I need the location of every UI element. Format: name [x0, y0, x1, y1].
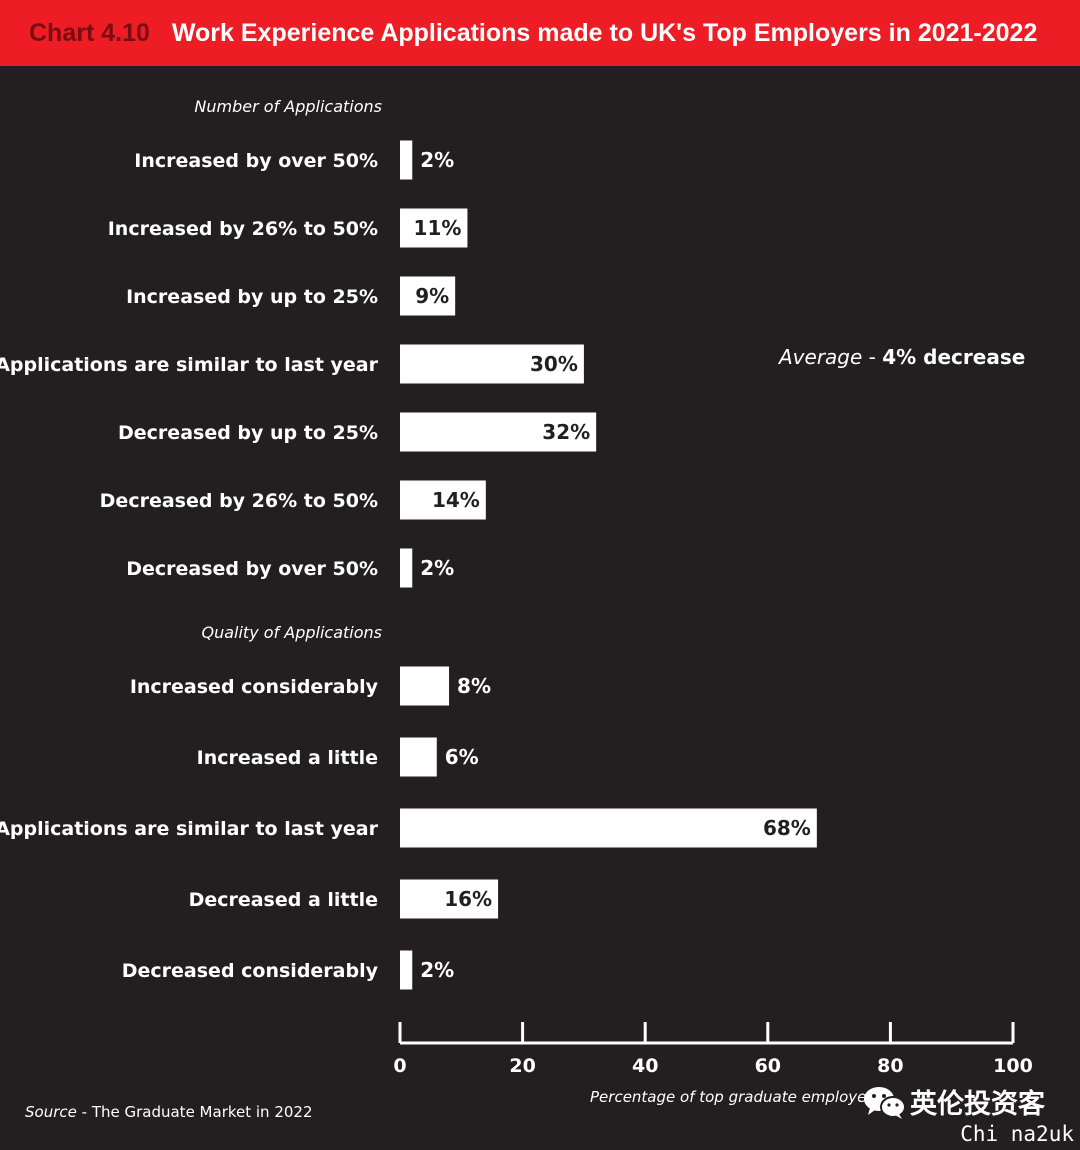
data-label: 8% — [457, 674, 491, 698]
category-label: Decreased considerably — [122, 960, 379, 982]
watermark: 英伦投资客 — [862, 1082, 1045, 1121]
x-tick-label: 20 — [509, 1055, 535, 1077]
data-label: 2% — [420, 556, 454, 580]
data-label: 2% — [420, 958, 454, 982]
x-tick-label: 40 — [632, 1055, 658, 1077]
category-label: Increased by over 50% — [134, 150, 378, 172]
source-note: Source - The Graduate Market in 2022 — [25, 1103, 313, 1121]
category-label: Decreased by 26% to 50% — [100, 490, 378, 512]
bar — [400, 950, 413, 990]
data-label: 14% — [432, 488, 480, 512]
x-tick-label: 100 — [993, 1055, 1033, 1077]
data-label: 9% — [415, 284, 449, 308]
bar — [400, 666, 450, 706]
average-word: Average — [779, 345, 863, 369]
bar — [400, 480, 486, 520]
bar — [400, 808, 817, 848]
x-tick-label: 0 — [393, 1055, 406, 1077]
data-label: 16% — [444, 887, 492, 911]
chart-header: Chart 4.10 Work Experience Applications … — [0, 0, 1080, 66]
category-label: Increased a little — [197, 747, 378, 769]
source-sep: - — [76, 1103, 92, 1121]
average-annotation: Average - 4% decrease — [779, 345, 1025, 369]
chart-title: Work Experience Applications made to UK'… — [171, 18, 1038, 47]
x-tick-label: 60 — [755, 1055, 781, 1077]
watermark-sub: Chi na2uk — [960, 1122, 1074, 1146]
category-label: Applications are similar to last year — [0, 354, 379, 376]
data-label: 6% — [445, 745, 479, 769]
category-label: Applications are similar to last year — [0, 818, 379, 840]
category-label: Increased by 26% to 50% — [108, 218, 378, 240]
category-label: Decreased by up to 25% — [118, 422, 378, 444]
bar — [400, 140, 413, 180]
bar — [400, 879, 499, 919]
source-text: The Graduate Market in 2022 — [91, 1103, 313, 1121]
watermark-text: 英伦投资客 — [910, 1089, 1045, 1120]
source-key: Source — [25, 1103, 77, 1121]
category-label: Decreased a little — [189, 889, 378, 911]
data-label: 30% — [530, 352, 578, 376]
group-title-quality: Quality of Applications — [201, 623, 383, 642]
x-tick-label: 80 — [877, 1055, 903, 1077]
wechat-icon — [864, 1086, 906, 1119]
data-label: 32% — [542, 420, 590, 444]
category-label: Increased by up to 25% — [126, 286, 378, 308]
data-label: 11% — [414, 216, 462, 240]
bar — [400, 208, 468, 248]
bar — [400, 548, 413, 588]
category-label: Decreased by over 50% — [126, 558, 378, 580]
data-label: 2% — [420, 148, 454, 172]
x-axis-title: Percentage of top graduate employers — [590, 1088, 881, 1106]
bar — [400, 344, 584, 384]
data-label: 68% — [763, 816, 811, 840]
average-sep: - — [862, 345, 883, 369]
bar — [400, 737, 437, 777]
group-title-number: Number of Applications — [194, 97, 382, 116]
bar — [400, 276, 456, 316]
category-label: Increased considerably — [130, 676, 379, 698]
bar — [400, 412, 597, 452]
chart-number: Chart 4.10 — [29, 18, 150, 47]
average-value: 4% decrease — [882, 345, 1026, 369]
